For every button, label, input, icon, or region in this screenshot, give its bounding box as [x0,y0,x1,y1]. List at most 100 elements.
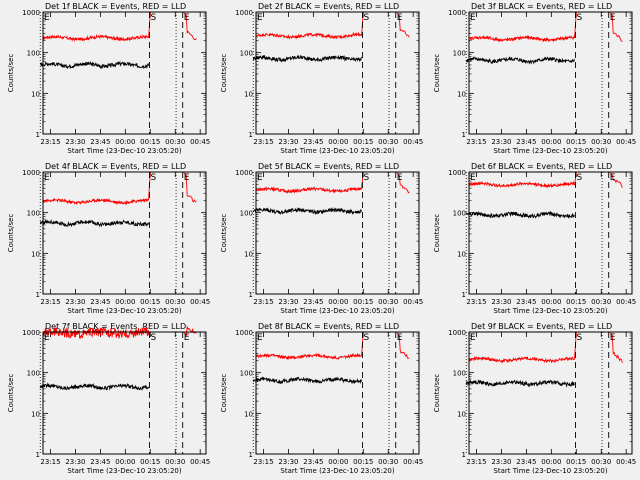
x-tick-label: 23:45 [303,458,323,466]
x-tick-label: 23:45 [516,138,536,146]
y-tick-label: 10 [31,250,40,258]
marker-label-E: E [610,173,616,183]
x-tick-label: 23:15 [466,298,486,306]
series-line-lld [42,11,151,42]
y-tick-label: 100 [453,50,466,58]
marker-label-S: S [150,13,156,23]
marker-label-S: S [363,173,369,183]
chart-panel-3: Det 3f BLACK = Events, RED = LLD Counts/s… [433,2,636,155]
y-tick-label: 1 [36,291,40,299]
y-tick-label: 1000 [22,329,40,337]
x-tick-label: 23:15 [40,298,60,306]
chart-panel-2: Det 2f BLACK = Events, RED = LLD Counts/s… [220,2,423,155]
plot-frame [468,171,633,295]
x-tick-label: 23:45 [516,298,536,306]
y-tick-label: 10 [457,90,466,98]
marker-label-E: E [397,13,403,23]
x-tick-label: 00:15 [566,458,586,466]
y-tick-label: 1000 [235,329,253,337]
marker-label-S: S [363,13,369,23]
y-tick-label: 1 [462,131,466,139]
x-tick-label: 23:30 [65,138,85,146]
chart-title: Det 7f BLACK = Events, RED = LLD [45,322,186,331]
x-tick-label: 00:00 [541,298,561,306]
y-tick-label: 1 [462,451,466,459]
series-line-lld [255,11,364,40]
marker-label-E: E [44,173,50,183]
x-axis-label: Start Time (23-Dec-10 23:05:20) [280,147,394,155]
x-tick-label: 00:00 [328,458,348,466]
marker-label-E: E [397,333,403,343]
x-tick-label: 00:00 [328,298,348,306]
y-tick-label: 1000 [235,169,253,177]
series-line-lld-tail [396,171,410,194]
x-axis-label: Start Time (23-Dec-10 23:05:20) [493,307,607,315]
plot-frame [468,331,633,455]
x-tick-label: 23:30 [278,138,298,146]
marker-label-S: S [150,333,156,343]
chart-panel-9: Det 9f BLACK = Events, RED = LLD Counts/s… [433,322,636,475]
x-tick-label: 00:00 [328,138,348,146]
y-tick-label: 1000 [22,169,40,177]
y-tick-label: 10 [244,410,253,418]
y-tick-label: 100 [240,50,253,58]
x-tick-label: 23:30 [278,458,298,466]
x-tick-label: 00:15 [566,138,586,146]
y-axis-label: Counts/sec [7,214,15,253]
plot-frame [468,11,633,135]
series-line-lld-tail [609,331,623,363]
marker-label-S: S [576,333,582,343]
chart-title: Det 8f BLACK = Events, RED = LLD [258,322,399,331]
y-axis-label: Counts/sec [220,54,228,93]
chart-title: Det 4f BLACK = Events, RED = LLD [45,162,186,171]
y-axis-label: Counts/sec [7,54,15,93]
y-tick-label: 100 [27,50,40,58]
chart-panel-8: Det 8f BLACK = Events, RED = LLD Counts/s… [220,322,423,475]
series-line-events [465,379,575,388]
x-axis-label: Start Time (23-Dec-10 23:05:20) [280,307,394,315]
x-tick-label: 00:15 [140,298,160,306]
x-tick-label: 00:45 [403,138,423,146]
series-line-lld [255,171,364,194]
x-tick-label: 00:00 [115,458,135,466]
x-tick-label: 23:15 [466,458,486,466]
marker-label-E: E [184,333,190,343]
marker-label-E: E [397,173,403,183]
x-tick-label: 00:00 [541,458,561,466]
x-tick-label: 00:45 [403,298,423,306]
x-tick-label: 00:45 [616,138,636,146]
y-tick-label: 1000 [448,169,466,177]
y-tick-label: 1000 [235,9,253,17]
y-tick-label: 1 [249,131,253,139]
y-tick-label: 1 [36,451,40,459]
marker-label-E: E [470,333,476,343]
x-tick-label: 00:00 [115,138,135,146]
x-tick-label: 00:15 [353,298,373,306]
x-tick-label: 23:45 [90,298,110,306]
y-tick-label: 1000 [22,9,40,17]
x-tick-label: 00:15 [566,298,586,306]
series-line-lld [468,331,577,364]
x-tick-label: 23:30 [65,458,85,466]
y-tick-label: 100 [240,210,253,218]
x-axis-label: Start Time (23-Dec-10 23:05:20) [493,467,607,475]
x-tick-label: 00:45 [616,458,636,466]
x-tick-label: 00:30 [165,138,185,146]
chart-title: Det 3f BLACK = Events, RED = LLD [471,2,612,11]
series-line-events [465,56,575,65]
x-tick-label: 23:15 [253,138,273,146]
x-tick-label: 00:30 [378,138,398,146]
chart-title: Det 2f BLACK = Events, RED = LLD [258,2,399,11]
x-tick-label: 23:30 [278,298,298,306]
x-tick-label: 23:45 [90,138,110,146]
series-line-events [39,382,150,391]
x-axis-label: Start Time (23-Dec-10 23:05:20) [493,147,607,155]
marker-label-E: E [470,13,476,23]
marker-label-E: E [610,13,616,23]
series-line-lld-tail [396,331,410,359]
series-line-lld-tail [609,11,623,43]
y-tick-label: 100 [453,370,466,378]
y-tick-label: 1 [249,451,253,459]
x-tick-label: 23:15 [253,458,273,466]
